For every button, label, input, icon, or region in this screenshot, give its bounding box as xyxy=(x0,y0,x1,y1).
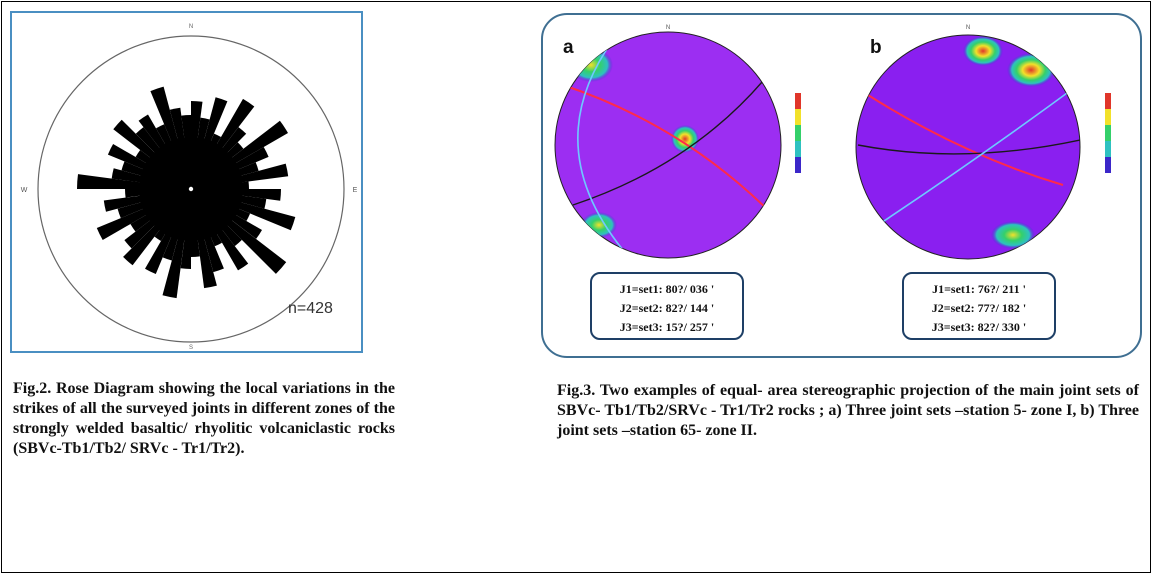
stereonet-b-pole-cluster-s xyxy=(991,221,1035,249)
stereonet-b-joint-set-3: J3=set3: 82?/ 330 ' xyxy=(931,320,1027,334)
stereonet-a-scale-step xyxy=(795,117,801,125)
rose-petals xyxy=(77,86,296,299)
sample-count-label: n=428 xyxy=(288,300,333,317)
stereonet-b-north-label: N xyxy=(966,25,970,31)
rose-diagram: N S W E xyxy=(21,24,358,351)
stereonet-a-great-circle-cyan xyxy=(577,39,624,251)
stereonet-b-scale-step xyxy=(1105,157,1111,165)
stereonet-a-joint-sets-box: J1=set1: 80?/ 036 ' J2=set2: 82?/ 144 ' … xyxy=(590,272,744,340)
stereonet-a-joint-set-3: J3=set3: 15?/ 257 ' xyxy=(619,320,715,334)
rose-outer-circle xyxy=(37,35,345,343)
stereonet-a-great-circle-black xyxy=(572,74,769,206)
stereonet-b-joint-sets-box: J1=set1: 76?/ 211 ' J2=set2: 77?/ 182 ' … xyxy=(902,272,1056,340)
stereonet-b-scale-step xyxy=(1105,109,1111,117)
stereonet-panel: N N a b J1=set1: 80?/ 036 ' J2=set2: 82?… xyxy=(541,13,1142,358)
stereonet-a-scale-step xyxy=(795,165,801,173)
stereonet-b-scale-step xyxy=(1105,125,1111,133)
rose-center-dot xyxy=(188,186,194,192)
stereonet-a-joint-set-1: J1=set1: 80?/ 036 ' xyxy=(619,282,715,296)
stereonet-a-scale-step xyxy=(795,125,801,133)
stereonet-b: N xyxy=(855,25,1111,260)
stereonet-b-great-circle-red xyxy=(867,94,1064,186)
stereonet-a-scale-step xyxy=(795,101,801,109)
stereonet-b-scale-step xyxy=(1105,117,1111,125)
stereonet-a-joint-set-2: J2=set2: 82?/ 144 ' xyxy=(619,301,715,315)
stereonet-a-scale-step xyxy=(795,141,801,149)
stereonet-a-scale-step xyxy=(795,93,801,101)
rose-east-label: E xyxy=(353,187,358,194)
stereonet-b-scale-step xyxy=(1105,149,1111,157)
stereonet-b-great-circle-cyan xyxy=(877,84,1079,226)
stereonet-b-joint-set-1: J1=set1: 76?/ 211 ' xyxy=(932,282,1026,296)
stereonet-a-scale-step xyxy=(795,109,801,117)
stereonet-a-north-label: N xyxy=(666,25,670,31)
stereonet-b-scale-step xyxy=(1105,165,1111,173)
stereonet-a: N xyxy=(554,25,801,259)
stereonet-a-label: a xyxy=(563,37,574,58)
stereonet-b-scale-step xyxy=(1105,93,1111,101)
stereonet-b-great-circle-black xyxy=(857,139,1080,155)
rose-south-label: S xyxy=(189,345,193,351)
stereonet-a-color-scale xyxy=(795,93,801,173)
stereonet-b-scale-step xyxy=(1105,133,1111,141)
stereonet-b-pole-cluster-ne xyxy=(1007,53,1055,87)
stereonet-a-disk xyxy=(554,31,782,259)
stereonet-graphics: N N xyxy=(554,25,1111,260)
stereonet-b-color-scale xyxy=(1105,93,1111,173)
stereonet-a-scale-step xyxy=(795,149,801,157)
stereonet-b-scale-step xyxy=(1105,101,1111,109)
stereonet-b-joint-set-2: J2=set2: 77?/ 182 ' xyxy=(931,301,1027,315)
stereonet-a-pole-cluster-center xyxy=(671,125,699,153)
rose-west-label: W xyxy=(21,187,28,194)
stereonet-b-label: b xyxy=(870,37,882,58)
rose-diagram-panel: N S W E n=428 xyxy=(10,11,363,353)
stereonet-b-scale-step xyxy=(1105,141,1111,149)
fig3-caption: Fig.3. Two examples of equal- area stere… xyxy=(557,382,1139,439)
stereonet-a-scale-step xyxy=(795,157,801,165)
fig2-caption: Fig.2. Rose Diagram showing the local va… xyxy=(13,380,395,457)
stereonet-a-great-circle-red xyxy=(562,84,774,216)
stereonet-b-pole-cluster-n xyxy=(963,36,1003,66)
rose-north-label: N xyxy=(189,24,193,30)
stereonet-a-scale-step xyxy=(795,133,801,141)
